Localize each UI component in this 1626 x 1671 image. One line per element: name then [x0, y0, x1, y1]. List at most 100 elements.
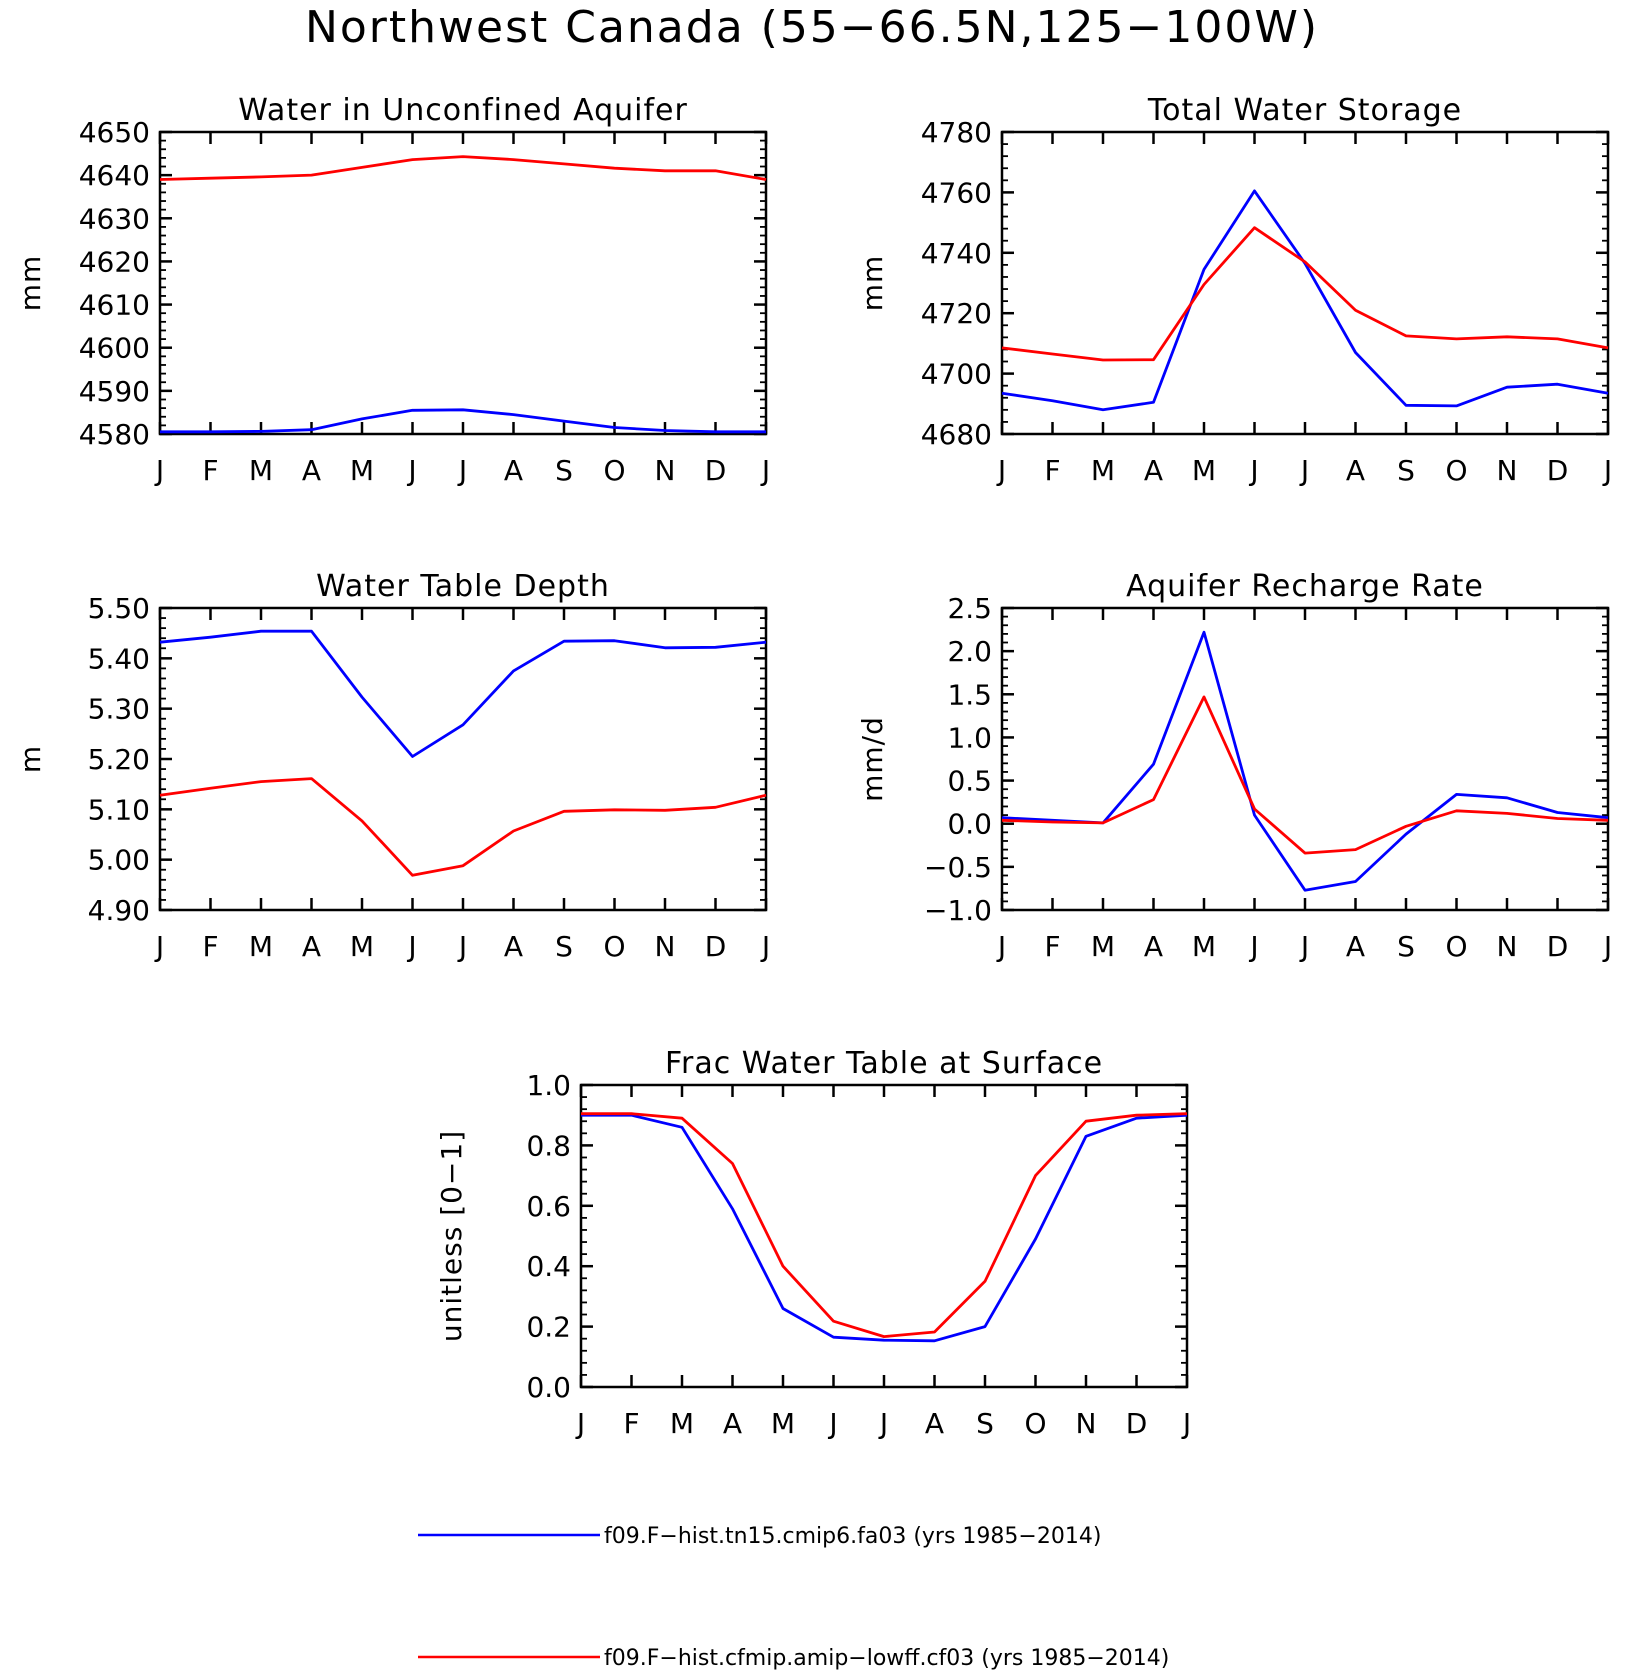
y-tick-label: 4760: [921, 176, 992, 209]
x-tick-label: F: [1044, 930, 1060, 963]
y-tick-label: 4600: [79, 332, 150, 365]
x-tick-label: F: [202, 930, 218, 963]
y-tick-label: 4590: [79, 375, 150, 408]
x-tick-label: A: [925, 1407, 944, 1440]
y-tick-label: 4630: [79, 202, 150, 235]
x-tick-label: O: [603, 454, 625, 487]
plot-frame: [1000, 606, 1610, 912]
x-tick-label: J: [760, 454, 770, 487]
x-tick-label: D: [705, 930, 727, 963]
y-axis-label: m: [14, 745, 47, 773]
y-tick-label: 4580: [79, 418, 150, 451]
y-axis-label: unitless [0−1]: [435, 1130, 468, 1342]
plot-frame: [1000, 130, 1610, 436]
series-line: [581, 1113, 1188, 1343]
y-tick-label: 2.0: [947, 635, 992, 668]
plot-frame: [158, 130, 768, 436]
x-tick-label: J: [996, 454, 1006, 487]
series-line: [159, 155, 767, 181]
x-tick-label: J: [457, 454, 467, 487]
x-tick-label: F: [623, 1407, 639, 1440]
x-tick-label: S: [976, 1407, 994, 1440]
y-tick-label: 4740: [921, 237, 992, 270]
y-tick-label: 5.10: [88, 793, 150, 826]
x-tick-label: J: [154, 930, 164, 963]
x-tick-label: D: [705, 454, 727, 487]
x-tick-label: S: [555, 930, 573, 963]
legend: f09.F−hist.tn15.cmip6.fa03 (yrs 1985−201…: [418, 1524, 1169, 1671]
x-tick-label: A: [1346, 930, 1365, 963]
x-tick-label: J: [154, 454, 164, 487]
panel-title: Water Table Depth: [316, 569, 610, 604]
chart-panel: Frac Water Table at Surface unitless [0−1…: [435, 1046, 1191, 1440]
panel-title: Aquifer Recharge Rate: [1126, 569, 1484, 604]
panel-title: Frac Water Table at Surface: [665, 1046, 1103, 1081]
plot-frame: [158, 606, 768, 912]
y-tick-label: 4700: [921, 358, 992, 391]
x-tick-label: S: [1397, 930, 1415, 963]
panel-title: Total Water Storage: [1147, 93, 1462, 128]
y-tick-label: 0.5: [947, 765, 992, 798]
y-axis-label: mm: [14, 255, 47, 312]
y-tick-label: 1.0: [947, 721, 992, 754]
x-tick-label: M: [1091, 454, 1115, 487]
x-tick-label: J: [1248, 930, 1258, 963]
x-tick-label: J: [1602, 930, 1612, 963]
series-line: [581, 1112, 1188, 1338]
y-tick-label: 4680: [921, 418, 992, 451]
y-tick-label: 4.90: [88, 894, 150, 927]
x-tick-label: M: [1192, 454, 1216, 487]
x-tick-label: D: [1547, 930, 1569, 963]
x-tick-label: J: [827, 1407, 837, 1440]
x-tick-label: J: [760, 930, 770, 963]
x-tick-label: M: [670, 1407, 694, 1440]
y-tick-label: 5.00: [88, 844, 150, 877]
legend-label: f09.F−hist.tn15.cmip6.fa03 (yrs 1985−201…: [604, 1524, 1101, 1549]
x-tick-label: J: [1248, 454, 1258, 487]
x-tick-label: J: [406, 454, 416, 487]
x-tick-label: F: [202, 454, 218, 487]
x-tick-label: M: [1091, 930, 1115, 963]
y-tick-label: 4610: [79, 289, 150, 322]
x-tick-label: S: [1397, 454, 1415, 487]
series-line: [159, 777, 767, 877]
legend-label: f09.F−hist.cfmip.amip−lowff.cf03 (yrs 19…: [604, 1646, 1169, 1671]
x-tick-label: N: [655, 454, 676, 487]
y-tick-label: 0.0: [526, 1371, 571, 1404]
y-tick-label: 0.0: [947, 808, 992, 841]
y-tick-label: 0.6: [526, 1190, 571, 1223]
x-tick-label: J: [457, 930, 467, 963]
x-tick-label: O: [603, 930, 625, 963]
y-tick-label: 2.5: [947, 592, 992, 625]
x-tick-label: J: [1602, 454, 1612, 487]
series-line: [160, 408, 766, 434]
x-tick-label: O: [1445, 930, 1467, 963]
y-tick-label: 5.40: [88, 642, 150, 675]
x-tick-label: O: [1445, 454, 1467, 487]
x-tick-label: J: [1181, 1407, 1191, 1440]
y-tick-label: 0.2: [526, 1311, 571, 1344]
x-tick-label: O: [1024, 1407, 1046, 1440]
x-tick-label: M: [249, 930, 273, 963]
series-line: [1001, 695, 1609, 855]
x-tick-label: J: [1299, 930, 1309, 963]
y-tick-label: 0.4: [526, 1250, 571, 1283]
x-tick-label: J: [996, 930, 1006, 963]
x-tick-label: M: [350, 930, 374, 963]
x-tick-label: J: [406, 930, 416, 963]
x-tick-label: A: [723, 1407, 742, 1440]
y-tick-label: −1.0: [924, 894, 992, 927]
series-line: [159, 629, 767, 758]
y-tick-label: 1.0: [526, 1069, 571, 1102]
x-tick-label: M: [1192, 930, 1216, 963]
y-tick-label: 4720: [921, 297, 992, 330]
x-tick-label: A: [504, 930, 523, 963]
y-tick-label: 5.50: [88, 592, 150, 625]
figure-title: Northwest Canada (55−66.5N,125−100W): [305, 2, 1319, 53]
series-line: [1001, 189, 1609, 412]
x-tick-label: N: [655, 930, 676, 963]
y-tick-label: 5.20: [88, 743, 150, 776]
